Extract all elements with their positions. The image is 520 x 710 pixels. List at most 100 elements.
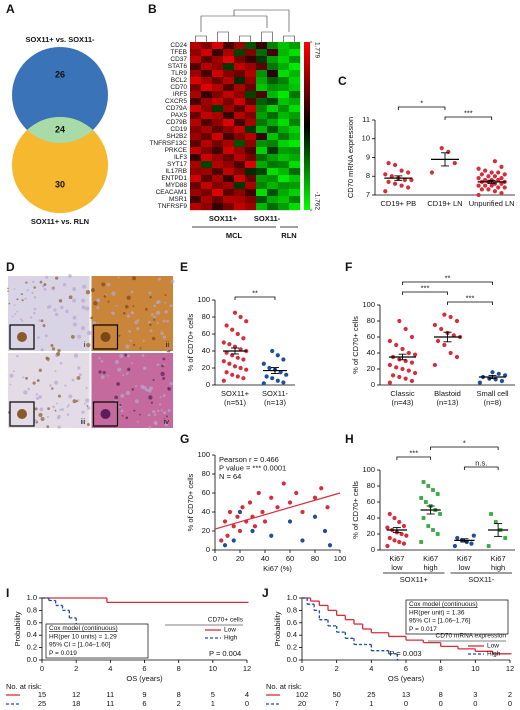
cell-texture xyxy=(120,393,125,398)
cell-texture xyxy=(121,414,124,417)
heat-cell xyxy=(256,154,268,162)
heat-cell xyxy=(190,77,202,85)
y-tick-label: 0.6 xyxy=(287,618,297,627)
heat-cell xyxy=(234,175,246,183)
data-point xyxy=(224,350,229,355)
heat-cell xyxy=(289,119,301,127)
heat-cell xyxy=(212,70,224,78)
dendrogram xyxy=(195,35,207,42)
cell-texture xyxy=(147,389,152,393)
significance-label: * xyxy=(420,98,423,107)
heat-cell xyxy=(223,119,235,127)
at-risk-label: No. at risk: xyxy=(266,682,302,691)
cell-texture xyxy=(14,313,17,315)
cell-texture xyxy=(31,291,34,295)
data-point xyxy=(261,381,266,386)
at-risk-count: 15 xyxy=(38,690,46,699)
data-point xyxy=(503,536,508,540)
heat-cell xyxy=(267,49,279,57)
cell-texture xyxy=(164,310,168,314)
data-point xyxy=(438,512,442,516)
cox-box xyxy=(405,599,509,635)
data-point xyxy=(235,355,240,360)
heat-cell xyxy=(289,161,301,169)
heat-cell xyxy=(245,140,257,148)
cell-texture xyxy=(44,334,48,338)
y-tick-label: 20 xyxy=(367,529,375,538)
heat-cell xyxy=(245,154,257,162)
y-tick-label: 7 xyxy=(366,190,370,199)
cell-texture xyxy=(59,408,62,411)
heat-cell xyxy=(234,77,246,85)
heat-cell xyxy=(256,168,268,176)
at-risk-count: 50 xyxy=(332,690,340,699)
cell-texture xyxy=(127,367,131,371)
data-point xyxy=(232,364,238,369)
inset-cell xyxy=(17,409,27,419)
cox-text: P = 0.017 xyxy=(409,626,437,633)
y-tick-label: 0.0 xyxy=(287,655,297,664)
heat-cell xyxy=(256,133,268,141)
heat-cell xyxy=(289,133,301,141)
data-point xyxy=(406,368,411,373)
data-point xyxy=(222,519,228,524)
data-point xyxy=(431,488,435,492)
cell-texture xyxy=(48,304,52,308)
heat-cell xyxy=(234,56,246,64)
heat-cell xyxy=(289,147,301,155)
cell-texture xyxy=(16,354,19,358)
heat-cell xyxy=(190,112,202,120)
heat-cell xyxy=(289,140,301,148)
x-tick-label: 6 xyxy=(142,664,146,673)
data-point xyxy=(281,481,286,486)
cell-texture xyxy=(90,316,93,320)
heat-cell xyxy=(212,196,224,204)
cell-texture xyxy=(54,380,59,385)
gene-label: CD37 xyxy=(170,56,187,63)
at-risk-count: 0 xyxy=(404,699,408,708)
heat-cell xyxy=(256,126,268,134)
panel-label: B xyxy=(148,2,157,16)
heat-cell xyxy=(212,84,224,92)
cell-texture xyxy=(68,274,72,278)
data-point xyxy=(325,505,330,510)
cell-texture xyxy=(148,291,152,295)
cell-texture xyxy=(160,331,164,336)
y-tick-label: 80 xyxy=(202,469,210,478)
x-tick-label: 2 xyxy=(74,664,78,673)
cell-texture xyxy=(159,396,162,399)
at-risk-count: 3 xyxy=(473,690,477,699)
heat-cell xyxy=(223,77,235,85)
cell-texture xyxy=(51,387,54,390)
heat-cell xyxy=(267,119,279,127)
heat-cell xyxy=(201,203,213,211)
data-point xyxy=(322,528,328,534)
significance-label: ** xyxy=(252,288,258,297)
venn-count: 26 xyxy=(55,69,65,79)
heat-cell xyxy=(278,182,290,190)
heat-cell xyxy=(289,98,301,106)
cell-texture xyxy=(9,373,14,378)
heat-cell xyxy=(234,126,246,134)
heat-cell xyxy=(223,98,235,106)
cell-texture xyxy=(111,291,116,296)
at-risk-count: 4 xyxy=(245,690,249,699)
x-tick-label: 8 xyxy=(439,664,443,673)
at-risk-count: 102 xyxy=(296,690,309,699)
group-label: RLN xyxy=(281,231,296,240)
heat-cell xyxy=(212,63,224,71)
cell-texture xyxy=(167,347,170,351)
data-point xyxy=(448,350,453,356)
heat-cell xyxy=(234,119,246,127)
data-point xyxy=(406,185,411,190)
heat-cell xyxy=(278,84,290,92)
data-point xyxy=(312,514,318,519)
heat-cell xyxy=(223,196,235,204)
cell-texture xyxy=(26,289,29,292)
data-point xyxy=(400,346,405,352)
y-axis-label: Probability xyxy=(13,611,22,646)
x-tick-label: 20 xyxy=(236,554,244,563)
data-point xyxy=(392,515,397,521)
data-point xyxy=(400,366,405,372)
cell-texture xyxy=(132,276,137,281)
